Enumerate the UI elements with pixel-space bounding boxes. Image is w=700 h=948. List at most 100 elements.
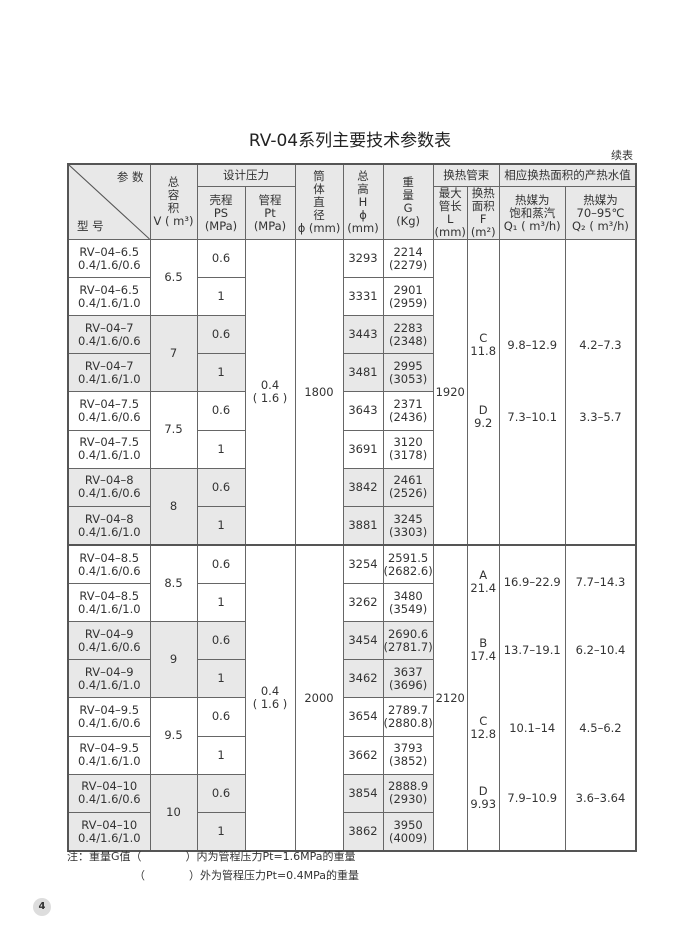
line: (2880.8) <box>383 715 433 730</box>
volume-cell: 10 <box>149 773 198 852</box>
line: 0.4/1.6/1.0 <box>77 448 141 463</box>
height-cell: 3254 <box>342 544 384 584</box>
volume-cell: 9 <box>149 620 198 699</box>
weight-cell: 2690.6 (2781.7) <box>382 620 434 661</box>
line: RV–04–7.5 <box>79 396 140 411</box>
height-cell: 3462 <box>342 659 384 699</box>
line: 9.2 <box>474 416 493 430</box>
line: (2959) <box>388 295 428 310</box>
page-number: 4 <box>33 898 51 916</box>
line: (3549) <box>388 601 428 616</box>
line: RV–04–8.5 <box>79 550 140 565</box>
line: 管程 <box>258 192 282 207</box>
line: (2436) <box>388 409 428 424</box>
bundle-area: D 9.2 <box>468 404 499 430</box>
line: 0.4 <box>260 684 280 698</box>
bundle-q2: 4.5–6.2 <box>579 721 622 735</box>
height-cell: 3643 <box>342 391 384 431</box>
line: 0.4/1.6/1.0 <box>77 371 141 386</box>
weight-cell: 3245 (3303) <box>382 506 434 546</box>
table-row: RV–04–8 0.4/1.6/1.0 1 3881 3245 (3303) <box>67 506 636 546</box>
header-q2: 热媒为 70–95℃ Q₂ ( m³/h) <box>564 186 637 240</box>
q1-cell: 9.8–12.9 7.3–10.1 <box>498 239 566 546</box>
line: PS <box>213 205 229 220</box>
line: 3793 <box>393 741 423 756</box>
line: 3120 <box>393 435 423 450</box>
line: 2283 <box>393 320 423 335</box>
model-cell: RV–04–7 0.4/1.6/1.0 <box>67 353 151 393</box>
weight-cell: 2901 (2959) <box>382 277 434 316</box>
model-cell: RV–04–7.5 0.4/1.6/0.6 <box>67 391 151 431</box>
volume-cell: 8.5 <box>149 544 198 622</box>
weight-cell: 2371 (2436) <box>382 391 434 431</box>
ps-cell: 1 <box>196 659 246 699</box>
line: C <box>479 331 488 345</box>
line: ( 1.6 ) <box>252 697 288 711</box>
line: 总 <box>167 175 180 189</box>
line: 总 <box>357 168 369 183</box>
line: 2461 <box>393 473 423 488</box>
line: 0.4/1.6/0.6 <box>77 639 141 654</box>
line: (mm) <box>434 225 466 239</box>
model-cell: RV–04–8 0.4/1.6/1.0 <box>67 506 151 546</box>
height-cell: 3842 <box>342 467 384 508</box>
header-design-pressure: 设计压力 <box>196 163 296 187</box>
ps-cell: 1 <box>196 812 246 852</box>
line: 壳程 <box>209 192 233 207</box>
ps-cell: 1 <box>196 583 246 622</box>
line: H <box>358 194 368 209</box>
height-cell: 3654 <box>342 697 384 737</box>
line: 0.4/1.6/0.6 <box>77 486 141 501</box>
line: 0.4/1.6/1.0 <box>77 677 141 692</box>
weight-cell: 3120 (3178) <box>382 429 434 469</box>
line: G <box>403 201 413 215</box>
bundle-q1: 7.3–10.1 <box>507 410 558 424</box>
line: ϕ (mm) <box>347 207 379 235</box>
weight-cell: 3950 (4009) <box>382 812 434 852</box>
line: 热媒为 <box>583 192 618 207</box>
header-output: 相应换热面积的产热水值 <box>498 163 637 187</box>
model-cell: RV–04–6.5 0.4/1.6/0.6 <box>67 239 151 278</box>
bundle-area: D 9.93 <box>468 785 499 811</box>
line: ( 1.6 ) <box>252 391 288 405</box>
line: RV–04–9 <box>84 626 134 641</box>
line: Q₁ ( m³/h) <box>503 218 561 233</box>
model-cell: RV–04–7.5 0.4/1.6/1.0 <box>67 429 151 469</box>
ps-cell: 0.6 <box>196 467 246 508</box>
line: 饱和蒸汽 <box>509 205 556 220</box>
line: 2888.9 <box>387 779 429 794</box>
model-cell: RV–04–9.5 0.4/1.6/0.6 <box>67 697 151 737</box>
height-cell: 3481 <box>342 353 384 393</box>
line: 体 <box>313 181 325 196</box>
area-cell: C 11.8 D 9.2 <box>466 239 500 546</box>
height-cell: 3454 <box>342 620 384 661</box>
volume-cell: 9.5 <box>149 697 198 775</box>
line: (2279) <box>388 257 428 272</box>
line: F <box>479 212 487 226</box>
line: RV–04–7.5 <box>79 435 140 450</box>
model-cell: RV–04–10 0.4/1.6/1.0 <box>67 812 151 852</box>
header-diagonal-cell: 参 数 型 号 <box>67 163 151 240</box>
header-model: 型 号 <box>77 219 104 233</box>
line: D <box>478 403 488 417</box>
line: 筒 <box>313 168 325 183</box>
q1-cell: 16.9–22.9 13.7–19.1 10.1–14 7.9–10.9 <box>498 544 566 852</box>
bundle-area: C 11.8 <box>468 332 499 358</box>
line: Q₂ ( m³/h) <box>572 218 629 233</box>
table-row: RV–04–9.5 0.4/1.6/1.0 1 3662 3793 (3852) <box>67 735 636 775</box>
line: 2591.5 <box>387 550 429 565</box>
line: ϕ (mm) <box>297 220 341 235</box>
bundle-area: C 12.8 <box>468 715 499 741</box>
note-line-2: （ ）外为管程压力Pt=0.4MPa的重量 <box>134 869 360 882</box>
line: 0.4/1.6/1.0 <box>77 830 141 845</box>
model-cell: RV–04–7 0.4/1.6/0.6 <box>67 314 151 355</box>
line: 9.93 <box>470 797 497 811</box>
weight-cell: 3480 (3549) <box>382 583 434 622</box>
line: (4009) <box>388 830 428 845</box>
ps-cell: 1 <box>196 429 246 469</box>
line: V ( m³) <box>153 214 194 228</box>
line: 11.8 <box>470 344 497 358</box>
model-cell: RV–04–10 0.4/1.6/0.6 <box>67 773 151 814</box>
